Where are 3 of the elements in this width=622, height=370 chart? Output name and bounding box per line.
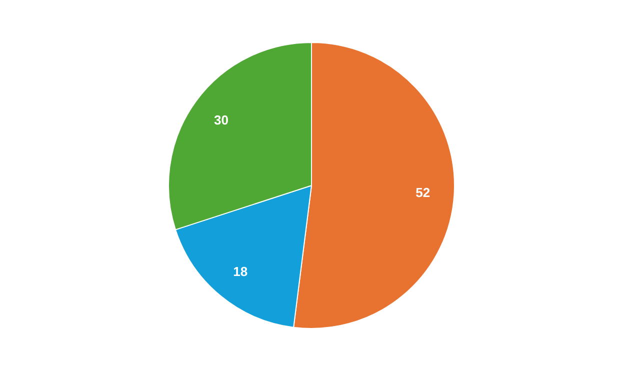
data-label: 18 xyxy=(233,264,248,279)
data-label: 52 xyxy=(416,185,430,200)
data-label: 30 xyxy=(214,112,228,128)
